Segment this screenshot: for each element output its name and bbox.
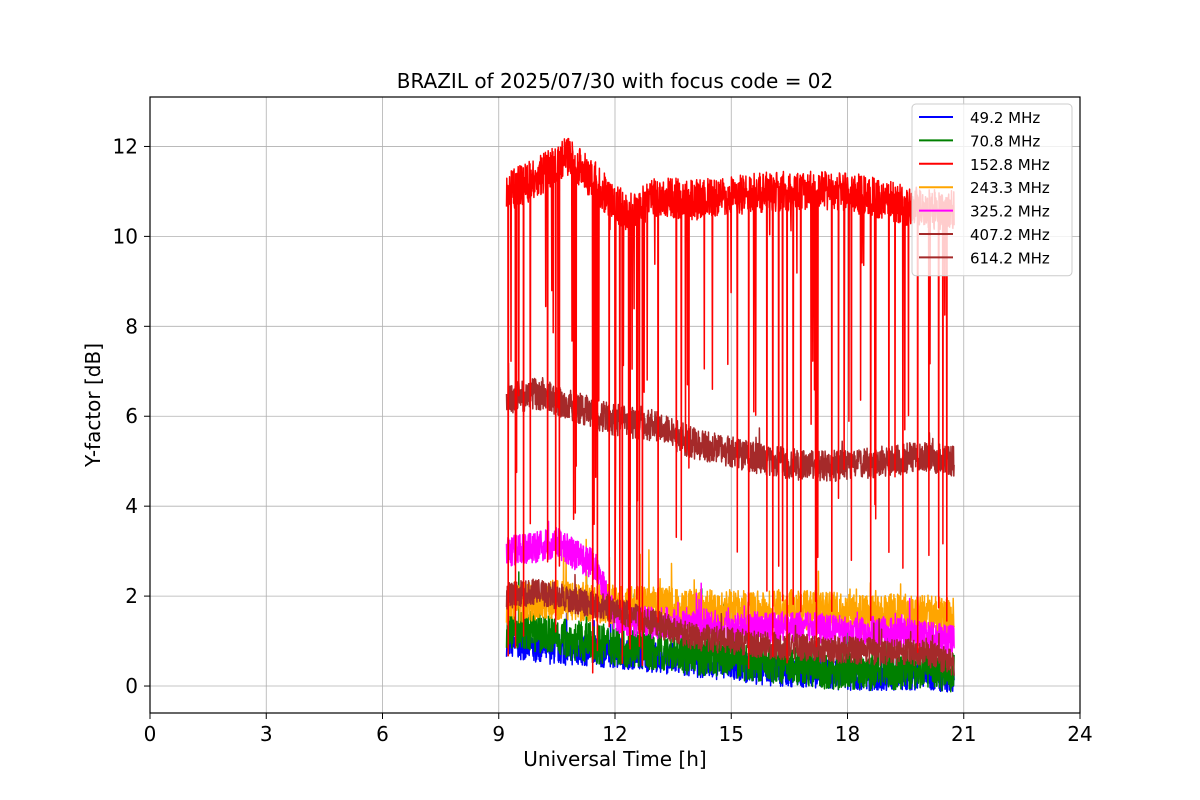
series-line [505, 612, 955, 693]
y-tick-label: 12 [113, 134, 138, 158]
x-axis: 0 3 6 9 12 15 18 21 24 [144, 713, 1093, 746]
legend: 49.2 MHz 70.8 MHz 152.8 MHz 243.3 MHz 325.2… [911, 103, 1073, 277]
x-tick-label: 24 [1067, 722, 1092, 746]
legend-box [911, 103, 1073, 277]
series-line [505, 573, 955, 676]
y-tick-label: 8 [125, 314, 138, 338]
legend-label: 49.2 MHz [970, 109, 1040, 127]
series-line [505, 137, 955, 674]
legend-label: 325.2 MHz [970, 203, 1050, 221]
y-tick-label: 0 [125, 674, 138, 698]
x-tick-label: 6 [376, 722, 389, 746]
x-tick-label: 12 [602, 722, 627, 746]
y-axis-label: Y-factor [dB] [81, 343, 105, 468]
y-tick-label: 10 [113, 224, 138, 248]
x-axis-label: Universal Time [h] [523, 747, 706, 771]
y-tick-label: 4 [125, 494, 138, 518]
x-tick-label: 18 [835, 722, 860, 746]
series-layer [505, 137, 955, 693]
x-tick-label: 3 [260, 722, 273, 746]
legend-label: 70.8 MHz [970, 132, 1040, 150]
legend-label: 407.2 MHz [970, 226, 1050, 244]
y-tick-label: 2 [125, 584, 138, 608]
x-tick-label: 21 [951, 722, 976, 746]
x-tick-label: 15 [719, 722, 744, 746]
y-tick-label: 6 [125, 404, 138, 428]
x-tick-label: 0 [144, 722, 157, 746]
series-line [505, 362, 955, 482]
legend-label: 152.8 MHz [970, 156, 1050, 174]
legend-label: 243.3 MHz [970, 179, 1050, 197]
x-tick-label: 9 [492, 722, 505, 746]
chart-title: BRAZIL of 2025/07/30 with focus code = 0… [397, 69, 834, 93]
series-line [505, 571, 955, 693]
y-axis: 0 2 4 6 8 10 12 [113, 134, 150, 698]
legend-label: 614.2 MHz [970, 249, 1050, 267]
